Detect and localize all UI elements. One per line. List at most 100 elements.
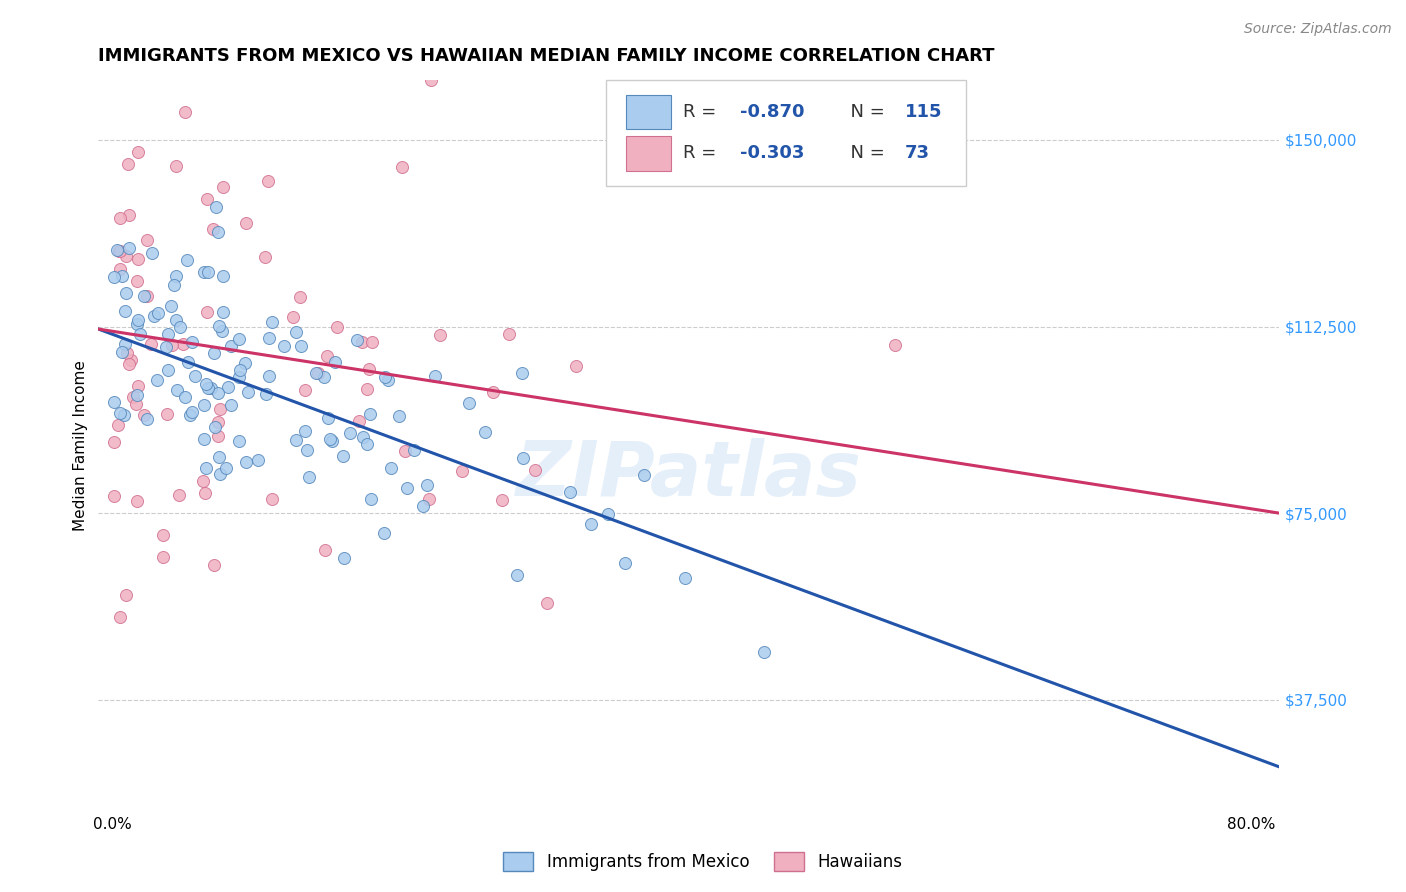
Point	[195, 461, 218, 475]
Point	[204, 200, 226, 214]
Point	[613, 556, 636, 570]
Point	[254, 250, 277, 264]
Point	[418, 491, 440, 506]
Point	[294, 424, 316, 438]
Point	[166, 384, 188, 398]
Point	[315, 349, 337, 363]
Point	[163, 277, 186, 292]
Point	[122, 390, 145, 404]
Point	[202, 558, 225, 573]
Point	[357, 362, 380, 376]
Point	[284, 325, 307, 339]
Point	[361, 335, 384, 350]
Point	[235, 216, 257, 230]
Point	[212, 268, 235, 283]
Point	[169, 320, 191, 334]
Text: -0.870: -0.870	[740, 103, 804, 120]
Point	[374, 370, 396, 384]
Point	[238, 384, 260, 399]
Point	[103, 435, 125, 450]
Point	[262, 491, 284, 506]
Text: R =: R =	[683, 145, 723, 162]
Point	[132, 288, 155, 302]
Point	[273, 339, 295, 353]
Point	[356, 436, 378, 450]
Point	[377, 373, 399, 387]
Point	[173, 390, 195, 404]
Point	[169, 488, 191, 502]
Point	[321, 434, 343, 449]
Point	[125, 317, 148, 331]
Point	[165, 269, 187, 284]
Point	[146, 373, 169, 387]
Point	[228, 434, 250, 449]
FancyBboxPatch shape	[606, 80, 966, 186]
Point	[633, 468, 655, 483]
Point	[235, 455, 257, 469]
Point	[246, 452, 269, 467]
Point	[135, 412, 157, 426]
Point	[512, 451, 534, 466]
Point	[114, 304, 136, 318]
Point	[295, 443, 318, 458]
Point	[482, 385, 505, 400]
Point	[200, 381, 222, 395]
Point	[110, 610, 132, 624]
Point	[124, 396, 146, 410]
Point	[215, 461, 238, 475]
Point	[380, 460, 402, 475]
Point	[103, 395, 125, 409]
Point	[180, 405, 202, 419]
Point	[290, 339, 312, 353]
Point	[155, 341, 177, 355]
Point	[233, 356, 256, 370]
Point	[523, 463, 546, 477]
Point	[181, 334, 204, 349]
Point	[305, 366, 328, 380]
Point	[228, 333, 250, 347]
Point	[202, 345, 225, 359]
Point	[307, 366, 329, 380]
Point	[114, 337, 136, 351]
Point	[388, 409, 411, 424]
Point	[262, 314, 284, 328]
Point	[112, 408, 135, 422]
Point	[254, 386, 277, 401]
Point	[207, 415, 229, 429]
Point	[498, 327, 520, 342]
Point	[228, 363, 250, 377]
Point	[159, 299, 181, 313]
Point	[105, 243, 128, 257]
Point	[141, 337, 163, 351]
Point	[111, 345, 134, 359]
Point	[419, 73, 441, 87]
Point	[402, 442, 425, 457]
Point	[108, 211, 131, 225]
Point	[339, 425, 361, 440]
Point	[429, 328, 451, 343]
Point	[125, 493, 148, 508]
Point	[197, 265, 219, 279]
Point	[115, 588, 138, 602]
Point	[754, 645, 776, 659]
Text: 73: 73	[905, 145, 931, 162]
Point	[195, 305, 218, 319]
Point	[536, 597, 558, 611]
Point	[208, 450, 231, 465]
Point	[115, 285, 138, 300]
Point	[333, 550, 356, 565]
Point	[204, 420, 226, 434]
Point	[191, 474, 214, 488]
Point	[394, 444, 416, 458]
Point	[103, 489, 125, 503]
Point	[127, 379, 149, 393]
Point	[558, 484, 581, 499]
Point	[259, 331, 281, 345]
Point	[347, 414, 370, 428]
FancyBboxPatch shape	[626, 95, 671, 129]
Point	[257, 174, 280, 188]
Point	[579, 516, 602, 531]
Point	[156, 327, 179, 342]
Point	[474, 425, 496, 440]
Point	[156, 362, 179, 376]
